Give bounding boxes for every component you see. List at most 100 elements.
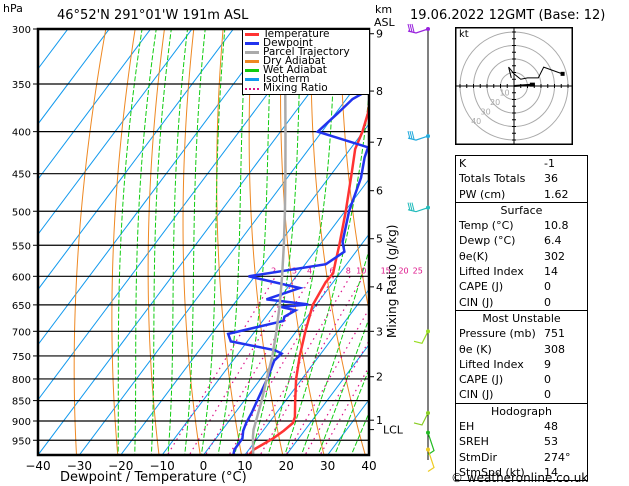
temperature-tick-label: 40	[361, 459, 376, 473]
pressure-axis: 300 350 400 450 500 550 600 650 700 750 800 850 900 9…	[12, 25, 38, 447]
mixing-ratio-line	[228, 276, 335, 455]
surface-section: Surface Temp (°C) 10.8 Dewp (°C) 6.4 θe(K) 302…	[456, 203, 587, 311]
legend-item: Temperature	[243, 29, 369, 39]
legend-swatch	[245, 33, 259, 36]
hodograph-ring-label: 40	[471, 117, 481, 126]
hodograph-trace	[508, 66, 563, 80]
isotherm-line	[285, 343, 369, 455]
legend-swatch	[245, 51, 259, 54]
index-value: 0	[544, 388, 551, 402]
dry-adiabat-line	[182, 29, 201, 455]
dry-adiabat-line	[111, 29, 136, 455]
hodograph-section: Hodograph EH 48 SREH 53 StmDir 274° StmSpd (kt)…	[456, 404, 587, 482]
index-row: PW (cm) 1.62	[456, 187, 587, 202]
hodograph-ring-label: 10	[499, 88, 509, 97]
height-tick-label: 8	[376, 85, 383, 98]
legend-swatch	[245, 60, 259, 63]
storm-motion-marker	[529, 82, 535, 87]
isotherm-line	[38, 29, 276, 346]
height-tick-label: 3	[376, 325, 383, 338]
wet-adiabat-line	[200, 29, 226, 455]
wind-barb	[407, 23, 430, 34]
height-tick-label: 5	[376, 233, 383, 246]
index-value: 751	[544, 327, 565, 341]
legend-label: Mixing Ratio	[263, 82, 328, 94]
temperature-line	[248, 96, 369, 455]
wet-adiabat-line	[134, 29, 157, 455]
index-row: CAPE (J) 0	[456, 372, 587, 387]
index-value: 48	[544, 420, 558, 434]
legend-label: Wet Adiabat	[263, 64, 327, 76]
temperature-tick-label: 30	[320, 459, 335, 473]
wind-barb-feather	[411, 23, 415, 33]
wind-barb-shaft	[413, 331, 429, 345]
wind-barb	[407, 202, 430, 213]
index-value: 53	[544, 435, 558, 449]
wind-barb	[413, 410, 430, 426]
wind-barb-feather	[407, 130, 411, 140]
index-value: 6.4	[544, 234, 562, 248]
index-row: θe (K) 308	[456, 342, 587, 357]
legend-item: Isotherm	[243, 73, 369, 85]
index-label: CIN (J)	[459, 295, 494, 309]
mixing-ratio-line	[285, 307, 369, 455]
dewpoint-line	[226, 88, 369, 455]
general-indices: K -1 Totals Totals 36 PW (cm) 1.62	[456, 156, 587, 203]
pressure-tick-label: 850	[12, 397, 31, 408]
height-tick-label: 7	[376, 136, 383, 149]
legend: Temperature Dewpoint Parcel Trajectory Dry …	[242, 29, 369, 95]
wind-barb-feather	[407, 202, 411, 211]
wind-barb-feather	[409, 130, 413, 140]
pressure-tick-label: 700	[12, 327, 31, 338]
mixing-ratio-label: 25	[413, 266, 423, 275]
index-label: StmSpd (kt)	[459, 465, 525, 479]
index-label: Lifted Index	[459, 357, 524, 371]
index-label: Temp (°C)	[459, 219, 514, 233]
pressure-tick-label: 750	[12, 352, 31, 363]
index-label: θe(K)	[459, 249, 489, 263]
location-title: 46°52'N 291°01'W 191m ASL	[57, 8, 249, 23]
pressure-tick-label: 400	[12, 128, 31, 139]
wet-adiabat-line	[167, 29, 189, 455]
temperature-tick-label: −40	[25, 459, 50, 473]
mixing-ratio-label: 3	[292, 266, 297, 275]
index-label: θe (K)	[459, 342, 492, 356]
index-label: CAPE (J)	[459, 373, 504, 387]
lcl-label: LCL	[383, 424, 404, 437]
index-row: StmDir 274°	[456, 450, 587, 465]
index-value: 36	[544, 172, 558, 186]
isotherm-line	[38, 29, 193, 236]
index-row: SREH 53	[456, 434, 587, 449]
height-tick-label: 6	[376, 185, 383, 198]
mixing-ratio-line	[204, 276, 313, 455]
isotherm-line	[244, 288, 369, 455]
mixing-ratio-label: 10	[356, 266, 366, 275]
legend-label: Isotherm	[263, 73, 310, 85]
pressure-tick-label: 600	[12, 272, 31, 283]
isotherm-line	[202, 233, 369, 455]
index-label: Lifted Index	[459, 265, 524, 279]
legend-label: Parcel Trajectory	[263, 46, 350, 58]
x-axis-title: Dewpoint / Temperature (°C)	[60, 470, 247, 485]
isotherm-line	[161, 178, 369, 455]
copyright-text: © weatheronline.co.uk	[451, 471, 589, 485]
index-row: Lifted Index 14	[456, 264, 587, 279]
temperature-tick-label: −20	[108, 459, 133, 473]
indices-panel: K -1 Totals Totals 36 PW (cm) 1.62 Surface Tem…	[455, 155, 588, 482]
temperature-axis: −40 −30 −20 −10 0 10 20 30 40	[25, 459, 376, 473]
pressure-unit-label: hPa	[3, 2, 23, 15]
pressure-tick-label: 350	[12, 80, 31, 91]
index-label: Totals Totals	[459, 172, 526, 186]
plot-frame	[36, 27, 371, 457]
temperature-tick-label: 10	[237, 459, 252, 473]
wind-barb-shaft	[413, 412, 429, 426]
wet-adiabat-line	[117, 29, 143, 455]
pressure-tick-label: 550	[12, 241, 31, 252]
mixing-ratio-label: 2	[271, 266, 276, 275]
wind-barb	[407, 130, 430, 141]
pressure-tick-label: 500	[12, 207, 31, 218]
dry-adiabat-line	[602, 17, 629, 459]
mixing-ratio-line	[188, 276, 297, 455]
index-label: EH	[459, 420, 475, 434]
